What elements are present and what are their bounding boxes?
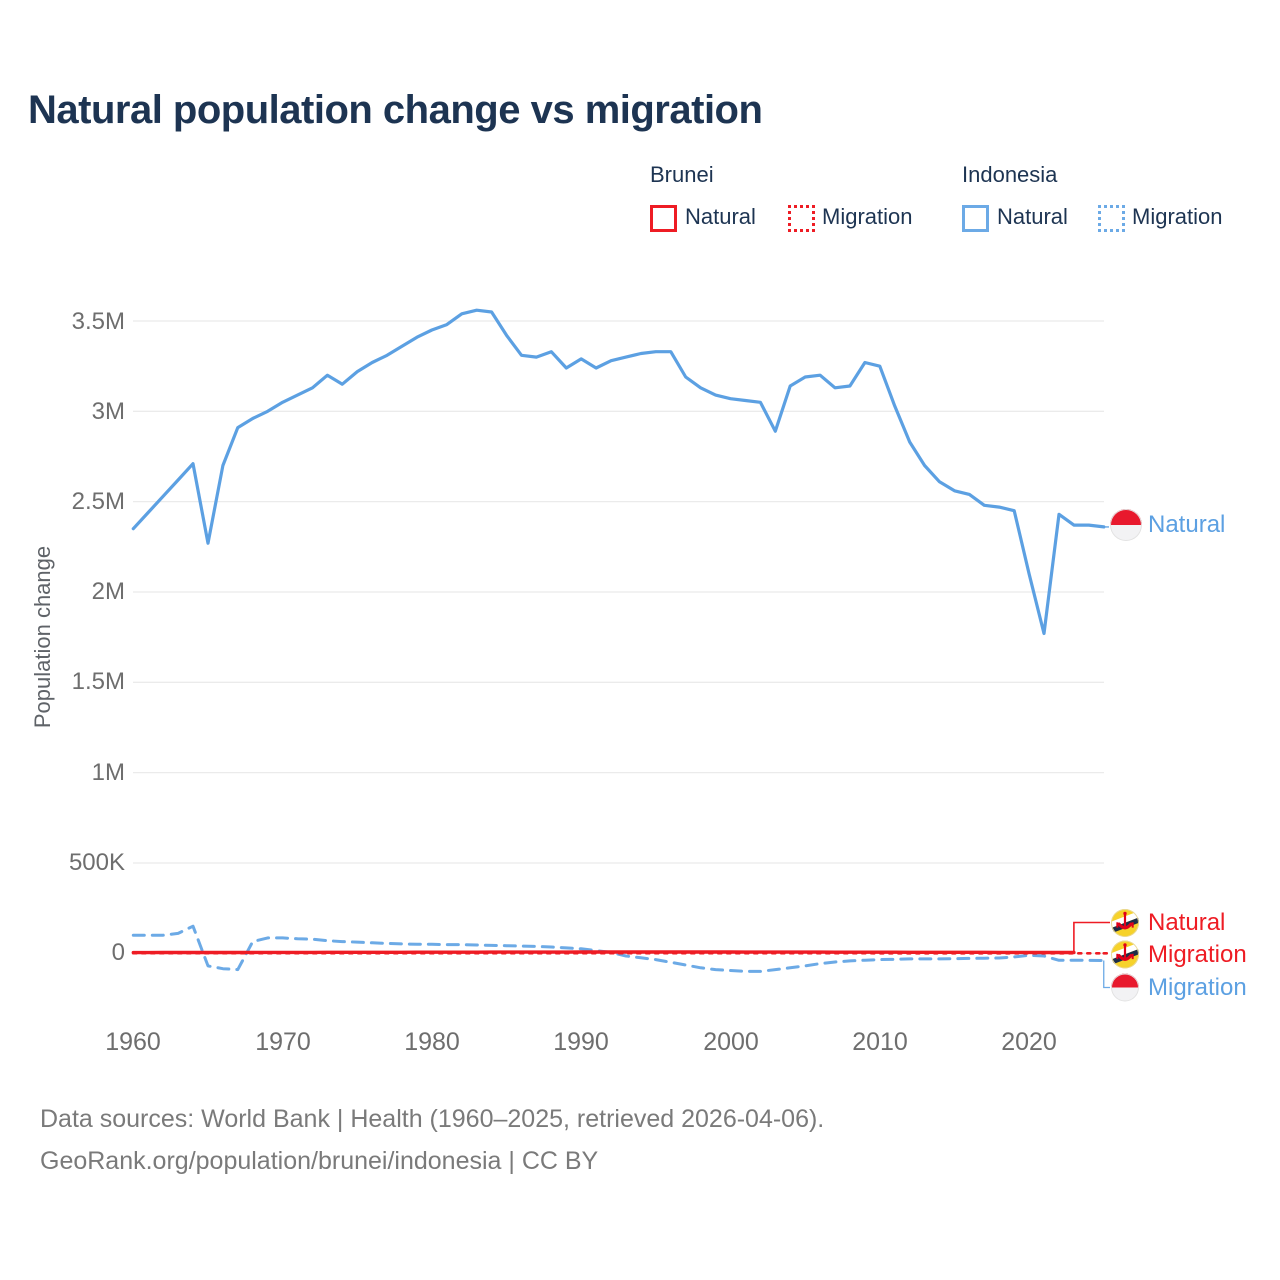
legend-swatch-indonesia-natural xyxy=(962,205,989,232)
series-brunei-natural[interactable] xyxy=(131,950,1076,955)
legend-group-indonesia-title: Indonesia xyxy=(962,162,1058,187)
y-tick-2-5m: 2.5M xyxy=(71,488,125,515)
line-label-brunei-natural: Natural xyxy=(1148,909,1226,936)
line-label-brunei-migration: Migration xyxy=(1148,941,1247,968)
label-connectors xyxy=(1073,526,1112,989)
footer-attribution: GeoRank.org/population/brunei/indonesia … xyxy=(40,1147,599,1175)
x-tick-1980: 1980 xyxy=(404,1028,460,1056)
x-tick-1970: 1970 xyxy=(255,1028,311,1056)
indonesia-flag-icon xyxy=(1111,973,1139,1002)
y-tick-3-5m: 3.5M xyxy=(71,308,125,335)
x-tick-2000: 2000 xyxy=(703,1028,759,1056)
gridlines xyxy=(133,320,1104,954)
series-indonesia-natural[interactable] xyxy=(131,308,1106,636)
legend-item-indonesia-migration[interactable] xyxy=(1098,205,1125,237)
legend-item-brunei-natural[interactable] xyxy=(650,205,677,237)
legend-label-brunei-natural[interactable]: Natural xyxy=(685,204,756,229)
y-tick-3m: 3M xyxy=(91,398,125,425)
legend-swatch-brunei-natural xyxy=(650,205,677,232)
legend-swatch-brunei-migration xyxy=(788,205,815,232)
legend-swatch-indonesia-migration xyxy=(1098,205,1125,232)
page-title: Natural population change vs migration xyxy=(28,88,763,132)
x-tick-1990: 1990 xyxy=(553,1028,609,1056)
legend-label-indonesia-migration[interactable]: Migration xyxy=(1132,204,1223,229)
line-label-indonesia-natural: Natural xyxy=(1148,511,1226,538)
y-tick-2m: 2M xyxy=(91,578,125,605)
y-tick-1-5m: 1.5M xyxy=(71,668,125,695)
x-tick-1960: 1960 xyxy=(105,1028,161,1056)
line-label-indonesia-migration: Migration xyxy=(1148,974,1247,1001)
legend-label-indonesia-natural[interactable]: Natural xyxy=(997,204,1068,229)
x-tick-2020: 2020 xyxy=(1001,1028,1057,1056)
indonesia-flag-icon xyxy=(1110,509,1142,541)
y-tick-500k: 500K xyxy=(68,849,125,876)
brunei-flag-icon xyxy=(1111,940,1139,969)
legend-label-brunei-migration[interactable]: Migration xyxy=(822,204,913,229)
y-tick-1m: 1M xyxy=(91,759,125,786)
brunei-flag-icon xyxy=(1111,909,1139,937)
series-indonesia-migration[interactable] xyxy=(131,924,1106,973)
legend-item-brunei-migration[interactable] xyxy=(788,205,815,237)
legend-group-brunei-title: Brunei xyxy=(650,162,714,187)
y-tick-0: 0 xyxy=(111,939,125,966)
y-axis-title: Population change xyxy=(30,545,55,729)
footer-sources: Data sources: World Bank | Health (1960–… xyxy=(40,1105,825,1133)
legend-item-indonesia-natural[interactable] xyxy=(962,205,989,237)
x-tick-2010: 2010 xyxy=(852,1028,908,1056)
